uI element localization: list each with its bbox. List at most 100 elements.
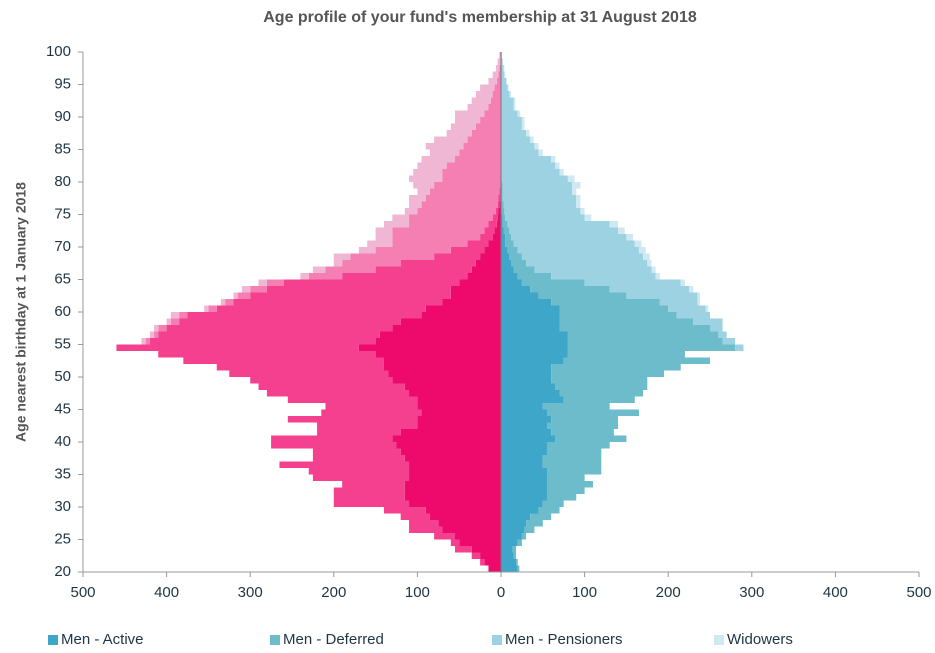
bar: [271, 442, 397, 449]
bar: [501, 507, 539, 514]
y-tick-label: 55: [54, 335, 71, 352]
bar: [187, 312, 422, 319]
bar: [524, 526, 535, 533]
y-tick-label: 30: [54, 498, 71, 515]
bar: [546, 474, 585, 481]
legend-swatch: [270, 635, 280, 645]
bar: [521, 123, 525, 130]
bar: [417, 416, 501, 423]
bar: [501, 240, 506, 247]
bar: [392, 377, 501, 384]
bar: [450, 539, 460, 546]
bar: [503, 201, 577, 208]
bar: [546, 468, 602, 475]
bar: [358, 247, 376, 254]
legend-label: Men - Pensioners: [505, 631, 623, 648]
bar: [521, 533, 527, 540]
bar: [467, 104, 489, 111]
bar: [521, 279, 585, 286]
bar: [179, 312, 188, 319]
bar: [271, 435, 393, 442]
bar: [572, 188, 577, 195]
bar: [388, 370, 501, 377]
bar: [718, 331, 727, 338]
bar: [498, 71, 501, 78]
bar: [559, 169, 564, 176]
bar: [455, 546, 472, 553]
bar: [609, 286, 690, 293]
bar: [409, 201, 422, 208]
bar: [498, 195, 501, 202]
y-tick-label: 75: [54, 205, 71, 222]
bar: [501, 396, 564, 403]
bar: [480, 117, 501, 124]
bar: [392, 234, 481, 241]
bar: [504, 71, 506, 78]
bar: [429, 149, 460, 156]
legend-label: Men - Active: [61, 631, 144, 648]
bar: [490, 97, 501, 104]
bar: [450, 247, 485, 254]
bar: [659, 299, 698, 306]
bar: [455, 156, 501, 163]
bar: [333, 494, 405, 501]
bar: [501, 221, 503, 228]
bar: [502, 214, 506, 221]
bar: [626, 292, 698, 299]
bar: [438, 520, 501, 527]
bar: [551, 370, 665, 377]
bar: [507, 221, 610, 228]
bar: [497, 201, 500, 208]
bar: [501, 403, 543, 410]
bar: [647, 260, 652, 267]
bar: [559, 390, 644, 397]
bar: [425, 195, 499, 202]
bar: [501, 149, 539, 156]
bar: [216, 364, 384, 371]
bar: [551, 273, 656, 280]
y-tick-label: 35: [54, 465, 71, 482]
bar: [584, 279, 681, 286]
y-tick-label: 65: [54, 270, 71, 287]
bar: [166, 318, 171, 325]
bar: [501, 117, 522, 124]
bar: [450, 123, 476, 130]
bar: [501, 234, 506, 241]
y-tick-label: 70: [54, 238, 71, 255]
bar: [325, 403, 418, 410]
bar: [409, 500, 501, 507]
bar: [504, 208, 581, 215]
bar: [567, 338, 723, 345]
bar: [471, 552, 481, 559]
bar: [501, 260, 512, 267]
bar: [471, 97, 491, 104]
x-tick-label: 500: [906, 584, 931, 601]
bar: [421, 312, 501, 319]
bar: [141, 338, 146, 345]
bar: [501, 559, 517, 566]
bar: [417, 188, 430, 195]
bar: [475, 91, 493, 98]
bar: [400, 513, 430, 520]
bar: [651, 266, 656, 273]
bar: [501, 110, 518, 117]
bar: [501, 409, 547, 416]
bar: [501, 526, 525, 533]
bar: [546, 422, 619, 429]
bar: [546, 494, 577, 501]
bar: [530, 136, 534, 143]
bar: [413, 182, 435, 189]
bar: [501, 429, 552, 436]
bar: [287, 396, 418, 403]
bar: [521, 117, 525, 124]
bar: [546, 442, 610, 449]
x-tick-label: 0: [497, 584, 505, 601]
bar: [501, 344, 568, 351]
bar: [538, 292, 627, 299]
bar: [494, 227, 501, 234]
bar: [538, 149, 543, 156]
bar: [158, 325, 167, 332]
bar: [697, 299, 700, 306]
bar: [530, 286, 610, 293]
bar: [417, 162, 447, 169]
